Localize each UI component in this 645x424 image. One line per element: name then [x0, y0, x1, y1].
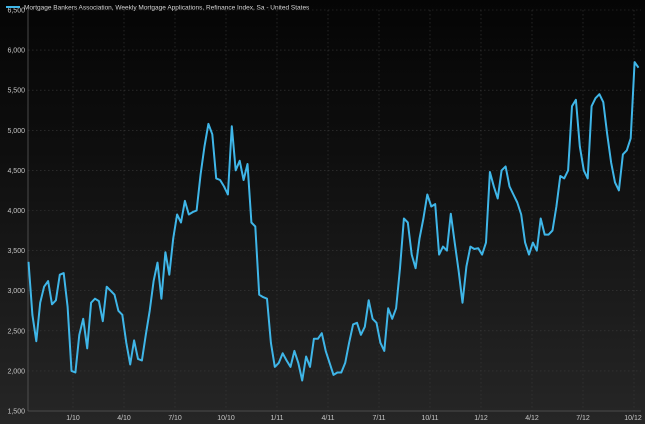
x-tick-label: 7/11 — [372, 415, 385, 422]
y-tick-label: 3,500 — [7, 248, 25, 255]
y-tick-label: 2,000 — [7, 368, 25, 375]
legend: Mortgage Bankers Association, Weekly Mor… — [6, 5, 310, 12]
axes — [27, 10, 641, 412]
y-tick-label: 3,000 — [7, 288, 25, 295]
x-tick-labels: 1/10 4/10 7/10 10/10 1/11 4/11 7/11 10/11 1/12 4/… — [66, 415, 642, 422]
legend-label: Mortgage Bankers Association, Weekly Mor… — [24, 5, 310, 12]
x-tick-label: 1/10 — [66, 415, 80, 422]
y-tick-labels: 1,500 2,000 2,500 3,000 3,500 4,000 4,500 5,000… — [7, 8, 25, 416]
x-tick-label: 4/12 — [525, 415, 539, 422]
x-tick-label: 7/12 — [576, 415, 590, 422]
grid — [28, 9, 641, 411]
series-line-refinance-index — [27, 61, 640, 382]
x-tick-label: 1/12 — [474, 415, 488, 422]
y-tick-label: 5,500 — [7, 88, 25, 95]
y-tick-label: 4,500 — [7, 168, 25, 175]
x-tick-label: 10/10 — [217, 415, 235, 422]
y-tick-label: 2,500 — [7, 328, 25, 335]
x-tick-label: 7/10 — [168, 415, 182, 422]
x-tick-label: 10/12 — [624, 415, 642, 422]
y-tick-label: 1,500 — [7, 409, 25, 416]
y-tick-label: 5,000 — [7, 128, 25, 135]
series-layer — [27, 61, 640, 382]
x-tick-label: 1/11 — [270, 415, 283, 422]
y-tick-label: 6,500 — [7, 8, 25, 15]
y-tick-label: 4,000 — [7, 208, 25, 215]
x-tick-label: 4/10 — [117, 415, 131, 422]
x-tick-label: 10/11 — [422, 415, 439, 422]
y-tick-label: 6,000 — [7, 48, 25, 55]
x-tick-label: 4/11 — [321, 415, 334, 422]
